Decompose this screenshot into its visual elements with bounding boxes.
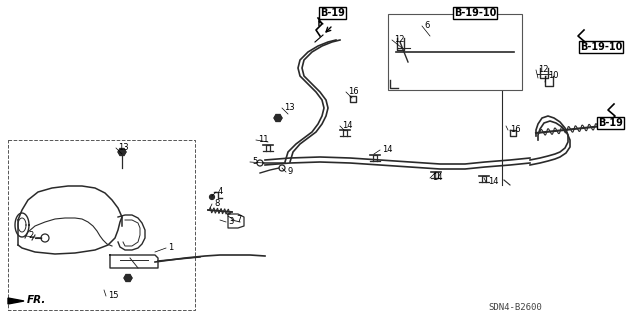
Text: 12: 12 [394, 35, 404, 44]
Text: 3: 3 [228, 218, 234, 226]
Text: B-19: B-19 [598, 118, 623, 128]
Polygon shape [8, 298, 24, 304]
Text: 5: 5 [252, 158, 257, 167]
Text: 14: 14 [342, 122, 353, 130]
Text: 16: 16 [510, 125, 520, 135]
Text: 14: 14 [432, 174, 442, 182]
Text: 2: 2 [28, 232, 33, 241]
Text: 1: 1 [168, 243, 173, 253]
Text: 16: 16 [348, 87, 358, 97]
Text: 14: 14 [382, 145, 392, 154]
Text: 13: 13 [118, 144, 129, 152]
Text: 9: 9 [288, 167, 293, 176]
Text: FR.: FR. [27, 295, 46, 305]
Text: 14: 14 [488, 177, 499, 187]
Text: SDN4-B2600: SDN4-B2600 [488, 303, 541, 313]
Text: 11: 11 [258, 136, 269, 145]
Text: 6: 6 [424, 21, 429, 31]
Circle shape [209, 195, 214, 199]
Polygon shape [124, 275, 132, 281]
Polygon shape [274, 115, 282, 122]
Text: 10: 10 [548, 71, 559, 80]
Text: 13: 13 [284, 103, 294, 113]
Text: 7: 7 [236, 216, 241, 225]
Polygon shape [118, 149, 126, 155]
Text: 15: 15 [108, 292, 118, 300]
Text: 8: 8 [214, 199, 220, 209]
Text: 12: 12 [538, 65, 548, 75]
Bar [388, 14, 522, 90]
Text: B-19-10: B-19-10 [580, 42, 622, 52]
Text: 4: 4 [218, 188, 223, 197]
Text: B-19: B-19 [320, 8, 345, 18]
Text: B-19-10: B-19-10 [454, 8, 497, 18]
